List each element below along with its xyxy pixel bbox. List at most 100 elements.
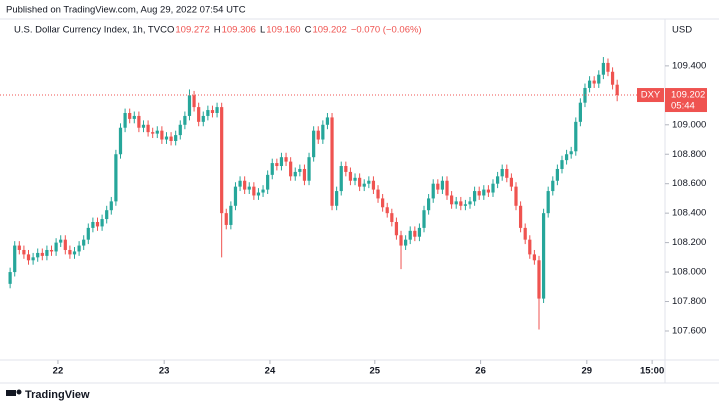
candle-body [404,239,408,246]
candle-body [495,176,500,184]
candle-body [118,127,123,155]
candle-body [592,80,596,84]
candle-body [279,157,284,167]
candle-body [330,117,334,206]
candle-body [491,183,495,193]
candle-body [160,130,164,140]
candle-body [339,166,343,192]
y-tick-label: 107.600 [672,326,706,337]
candle-body [500,168,504,177]
y-tick-label: 109.400 [672,60,706,71]
ohlc-info: O 109.272 H 109.306 L 109.160 C 109.202 −0.070 (… [167,25,422,36]
candle-body [560,160,564,169]
candle-body [450,195,454,205]
info-change: −0.070 (−0.06%) [351,25,422,36]
y-tick-label: 108.400 [672,208,706,219]
candle-body [477,191,481,196]
candle-body [256,192,261,196]
candle-body [532,254,537,261]
candle-body [151,132,155,134]
y-tick-label: 108.600 [672,178,706,189]
candle-body [293,171,297,177]
candle-body [615,84,619,96]
x-tick-label: 22 [53,366,64,377]
candle-body [26,254,31,261]
candle-body [141,124,146,128]
candle-body [606,62,610,72]
candle-body [371,180,376,190]
candle-body [17,245,21,250]
candle-body [325,117,330,125]
info-value: 109.306 [222,25,256,36]
info-value: 109.160 [266,25,300,36]
candle-body [468,201,472,205]
candle-body [445,180,449,196]
candle-body [100,219,104,227]
candle-body [601,62,605,75]
candle-body [114,154,118,202]
symbol-tag [637,88,664,103]
candle-body [537,260,541,299]
candle-body [454,201,458,205]
candle-body [316,130,320,140]
candle-body [206,110,210,116]
candle-body [215,107,219,113]
y-tick-label: 108.000 [672,267,706,278]
candle-body [307,157,311,181]
candle-body [583,87,587,103]
candle-body [505,168,509,178]
candle-body [22,249,26,255]
candle-body [597,74,601,84]
candle-body [528,239,532,255]
candle-body [187,95,192,116]
candle-body [523,227,527,240]
candle-body [574,121,578,152]
candle-body [82,239,86,246]
candle-body [302,168,307,181]
candle-body [229,205,233,225]
candle-body [201,115,205,122]
candle-body [36,252,40,258]
candle-body [123,113,127,128]
candle-body [431,183,435,199]
candle-body [436,183,440,190]
candle-body [362,183,366,187]
candle-body [569,151,573,155]
price-tag [665,88,707,113]
candle-body [390,213,394,222]
candle-body [146,124,150,133]
candle-body [541,213,546,299]
candle-body [275,163,279,167]
candle-body [440,180,445,190]
candle-body [13,245,17,273]
candle-body [518,205,523,228]
candle-body [463,204,468,206]
x-tick-label: 15:00 [640,366,664,377]
candle-body [578,102,582,122]
candle-body [312,130,316,158]
candle-body [321,124,325,140]
candle-body [353,177,357,181]
candle-body [174,135,178,141]
info-key: L [260,25,265,36]
y-tick-label: 108.800 [672,149,706,160]
candle-body [49,249,54,252]
candle-body [252,186,256,196]
candle-body [68,249,72,255]
candle-body [54,242,58,252]
candle-body [417,227,422,237]
candle-body [270,163,274,175]
info-value: 109.202 [312,25,346,36]
candle-body [109,201,113,211]
candle-body [86,227,90,240]
candle-body [394,221,399,236]
candle-body [233,186,238,206]
info-key: C [305,25,312,36]
header: Published on TradingView.com, Aug 29, 20… [6,5,246,16]
info-value: 109.272 [175,25,209,36]
y-tick-label: 108.200 [672,237,706,248]
candle-body [610,71,615,85]
candle-body [40,252,44,256]
candle-body [155,130,159,134]
